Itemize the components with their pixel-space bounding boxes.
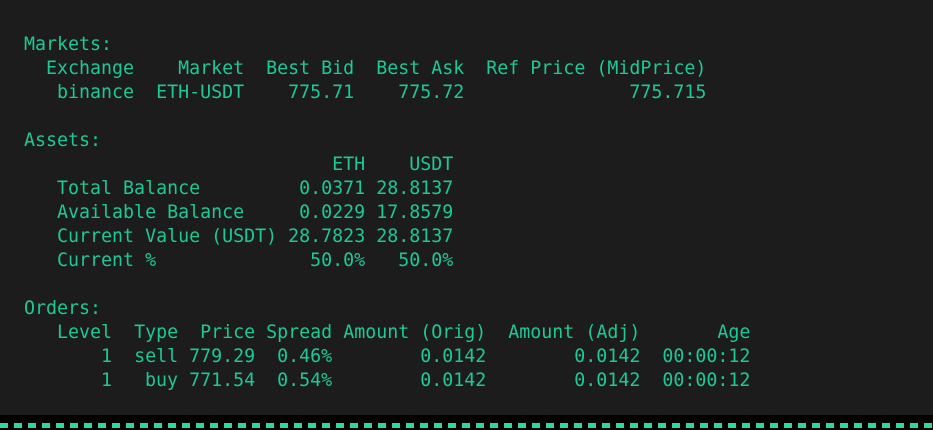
asset-eth-value: 50.0% [310, 250, 366, 271]
markets-col-exchange: Exchange [46, 58, 135, 79]
dashed-pane-border [0, 423, 933, 428]
orders-col-age: Age [717, 322, 751, 343]
order-amount-orig-value: 0.0142 [420, 346, 487, 367]
order-type-value: buy [145, 370, 179, 391]
markets-table-row: binance ETH-USDT 775.71 775.72 775.715 [2, 81, 933, 105]
order-amount-orig-value: 0.0142 [420, 370, 487, 391]
market-pair-value: ETH-USDT [156, 82, 245, 103]
assets-heading: Assets: [24, 130, 102, 151]
assets-row-current-pct: Current % 50.0% 50.0% [2, 249, 933, 273]
orders-col-price: Price [200, 322, 256, 343]
asset-row-label: Total Balance [57, 178, 201, 199]
assets-row-current-value: Current Value (USDT) 28.7823 28.8137 [2, 225, 933, 249]
asset-usdt-value: 28.8137 [376, 226, 454, 247]
orders-col-level: Level [57, 322, 113, 343]
order-amount-adj-value: 0.0142 [574, 346, 641, 367]
order-type-value: sell [134, 346, 179, 367]
orders-col-amount-orig: Amount (Orig) [343, 322, 487, 343]
orders-row-sell: 1 sell 779.29 0.46% 0.0142 0.0142 00:00:… [2, 345, 933, 369]
asset-eth-value: 0.0229 [299, 202, 366, 223]
order-age-value: 00:00:12 [662, 346, 751, 367]
markets-table-header: Exchange Market Best Bid Best Ask Ref Pr… [2, 57, 933, 81]
orders-col-amount-adj: Amount (Adj) [508, 322, 641, 343]
asset-row-label: Available Balance [57, 202, 245, 223]
order-price-value: 779.29 [189, 346, 256, 367]
order-level-value: 1 [101, 346, 113, 367]
assets-col-usdt: USDT [409, 154, 454, 175]
order-price-value: 771.54 [189, 370, 256, 391]
asset-row-label: Current % [57, 250, 157, 271]
market-best-bid-value: 775.71 [288, 82, 355, 103]
order-amount-adj-value: 0.0142 [574, 370, 641, 391]
orders-heading: Orders: [24, 298, 102, 319]
market-best-ask-value: 775.72 [398, 82, 465, 103]
order-level-value: 1 [101, 370, 113, 391]
order-age-value: 00:00:12 [662, 370, 751, 391]
assets-col-eth: ETH [332, 154, 366, 175]
market-exchange-value: binance [57, 82, 135, 103]
asset-usdt-value: 17.8579 [376, 202, 454, 223]
asset-eth-value: 0.0371 [299, 178, 366, 199]
assets-table-header: ETH USDT [2, 153, 933, 177]
orders-row-buy: 1 buy 771.54 0.54% 0.0142 0.0142 00:00:1… [2, 369, 933, 393]
markets-col-best-ask: Best Ask [376, 58, 465, 79]
asset-usdt-value: 28.8137 [376, 178, 454, 199]
orders-heading-line: Orders: [2, 297, 933, 321]
asset-usdt-value: 50.0% [398, 250, 454, 271]
asset-row-label: Current Value (USDT) [57, 226, 278, 247]
orders-col-type: Type [134, 322, 179, 343]
blank-line [2, 273, 933, 297]
order-spread-value: 0.46% [277, 346, 333, 367]
blank-line [2, 105, 933, 129]
status-output-pane: Markets: Exchange Market Best Bid Best A… [0, 0, 933, 415]
markets-heading: Markets: [24, 34, 113, 55]
orders-col-spread: Spread [266, 322, 333, 343]
markets-heading-line: Markets: [2, 33, 933, 57]
markets-col-best-bid: Best Bid [266, 58, 355, 79]
assets-row-available-balance: Available Balance 0.0229 17.8579 [2, 201, 933, 225]
markets-col-ref-price: Ref Price (MidPrice) [486, 58, 707, 79]
assets-row-total-balance: Total Balance 0.0371 28.8137 [2, 177, 933, 201]
market-ref-price-value: 775.715 [629, 82, 707, 103]
bottom-separator-band [0, 415, 933, 430]
order-spread-value: 0.54% [277, 370, 333, 391]
orders-table-header: Level Type Price Spread Amount (Orig) Am… [2, 321, 933, 345]
assets-heading-line: Assets: [2, 129, 933, 153]
asset-eth-value: 28.7823 [288, 226, 366, 247]
markets-col-market: Market [178, 58, 245, 79]
